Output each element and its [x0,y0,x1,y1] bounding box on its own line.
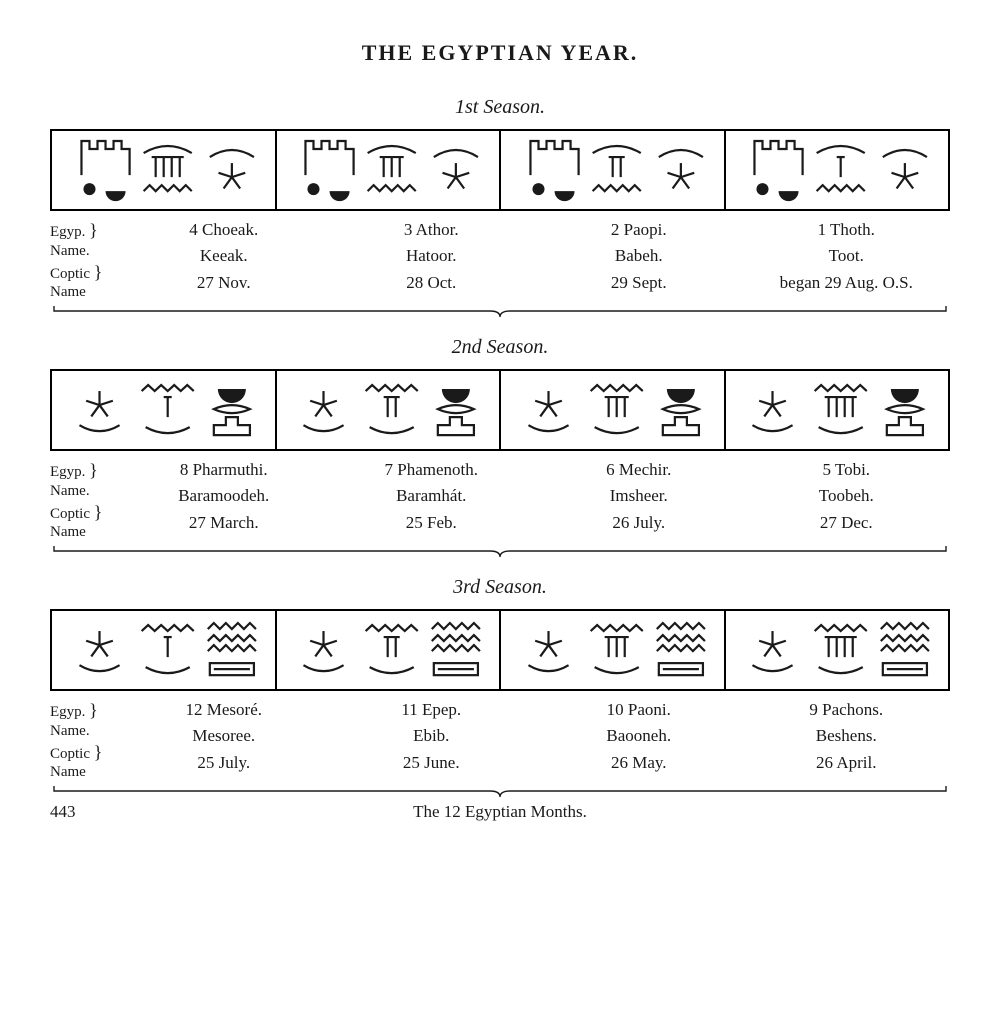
month-column: 8 Pharmuthi.Baramoodeh.27 March. [120,457,328,542]
month-date: 26 April. [743,750,951,776]
season-title: 2nd Season. [50,336,950,359]
caption: The 12 Egyptian Months. [130,802,870,822]
glyph-cell [277,611,502,689]
month-date: 26 July. [535,510,743,536]
coptic-name: Baramhát. [328,483,536,509]
egyp-name: 11 Epep. [328,697,536,723]
month-column: 3 Athor.Hatoor.28 Oct. [328,217,536,302]
month-date: 29 Sept. [535,270,743,296]
month-column: 4 Choeak.Keeak.27 Nov. [120,217,328,302]
season-block: 3rd Season. Egyp. }Name.Name.Coptic }Name… [50,576,950,798]
page-number: 443 [50,802,130,822]
coptic-name: Baramoodeh. [120,483,328,509]
month-date: 27 March. [120,510,328,536]
coptic-name: Babeh. [535,243,743,269]
egyp-name: 7 Phamenoth. [328,457,536,483]
month-column: 6 Mechir.Imsheer.26 July. [535,457,743,542]
coptic-name: Toot. [743,243,951,269]
month-column: 10 Paoni.Baooneh.26 May. [535,697,743,782]
label-block: Egyp. }Name.Name.Coptic }NameName8 Pharm… [50,457,950,542]
month-date: 25 Feb. [328,510,536,536]
egyp-name: 4 Choeak. [120,217,328,243]
bottom-brace [50,784,950,798]
month-column: 1 Thoth.Toot.began 29 Aug. O.S. [743,217,951,302]
label-block: Egyp. }Name.Name.Coptic }NameName12 Meso… [50,697,950,782]
page-title: THE EGYPTIAN YEAR. [50,40,950,66]
bottom-brace [50,304,950,318]
glyph-cell [277,131,502,209]
egyp-name: 9 Pachons. [743,697,951,723]
egyp-name: 6 Mechir. [535,457,743,483]
month-date: 28 Oct. [328,270,536,296]
month-date: 27 Dec. [743,510,951,536]
coptic-name: Keeak. [120,243,328,269]
row-labels: Egyp. }Name.Name.Coptic }NameName [50,217,120,302]
caption-row: 443 The 12 Egyptian Months. [50,802,950,822]
glyph-cell [52,131,277,209]
season-block: 1st Season. Egyp. }Name.Name.Coptic }Name… [50,96,950,318]
season-block: 2nd Season. Egyp. }Name.Name.Coptic }Name… [50,336,950,558]
coptic-name: Beshens. [743,723,951,749]
glyph-row [50,369,950,451]
glyph-cell [726,371,949,449]
glyph-cell [726,611,949,689]
month-column: 7 Phamenoth.Baramhát.25 Feb. [328,457,536,542]
row-labels: Egyp. }Name.Name.Coptic }NameName [50,697,120,782]
glyph-cell [52,371,277,449]
glyph-cell [501,131,726,209]
row-labels: Egyp. }Name.Name.Coptic }NameName [50,457,120,542]
month-column: 2 Paopi.Babeh.29 Sept. [535,217,743,302]
glyph-cell [501,371,726,449]
month-date: 27 Nov. [120,270,328,296]
glyph-cell [277,371,502,449]
glyph-cell [52,611,277,689]
egyp-name: 5 Tobi. [743,457,951,483]
glyph-row [50,609,950,691]
coptic-name: Imsheer. [535,483,743,509]
egyp-name: 10 Paoni. [535,697,743,723]
coptic-name: Toobeh. [743,483,951,509]
label-block: Egyp. }Name.Name.Coptic }NameName4 Choea… [50,217,950,302]
season-title: 1st Season. [50,96,950,119]
egyp-name: 3 Athor. [328,217,536,243]
label-columns: 8 Pharmuthi.Baramoodeh.27 March.7 Phamen… [120,457,950,542]
label-columns: 4 Choeak.Keeak.27 Nov.3 Athor.Hatoor.28 … [120,217,950,302]
egyp-name: 1 Thoth. [743,217,951,243]
seasons-container: 1st Season. Egyp. }Name.Name.Coptic }Name… [50,96,950,798]
glyph-cell [501,611,726,689]
egyp-name: 2 Paopi. [535,217,743,243]
egyp-name: 8 Pharmuthi. [120,457,328,483]
month-column: 5 Tobi.Toobeh.27 Dec. [743,457,951,542]
egyp-name: 12 Mesoré. [120,697,328,723]
label-columns: 12 Mesoré.Mesoree.25 July.11 Epep.Ebib.2… [120,697,950,782]
month-column: 11 Epep.Ebib.25 June. [328,697,536,782]
glyph-row [50,129,950,211]
month-column: 9 Pachons.Beshens.26 April. [743,697,951,782]
month-date: 25 June. [328,750,536,776]
coptic-name: Ebib. [328,723,536,749]
month-column: 12 Mesoré.Mesoree.25 July. [120,697,328,782]
bottom-brace [50,544,950,558]
coptic-name: Hatoor. [328,243,536,269]
glyph-cell [726,131,949,209]
month-date: began 29 Aug. O.S. [743,270,951,296]
month-date: 25 July. [120,750,328,776]
coptic-name: Baooneh. [535,723,743,749]
coptic-name: Mesoree. [120,723,328,749]
season-title: 3rd Season. [50,576,950,599]
month-date: 26 May. [535,750,743,776]
